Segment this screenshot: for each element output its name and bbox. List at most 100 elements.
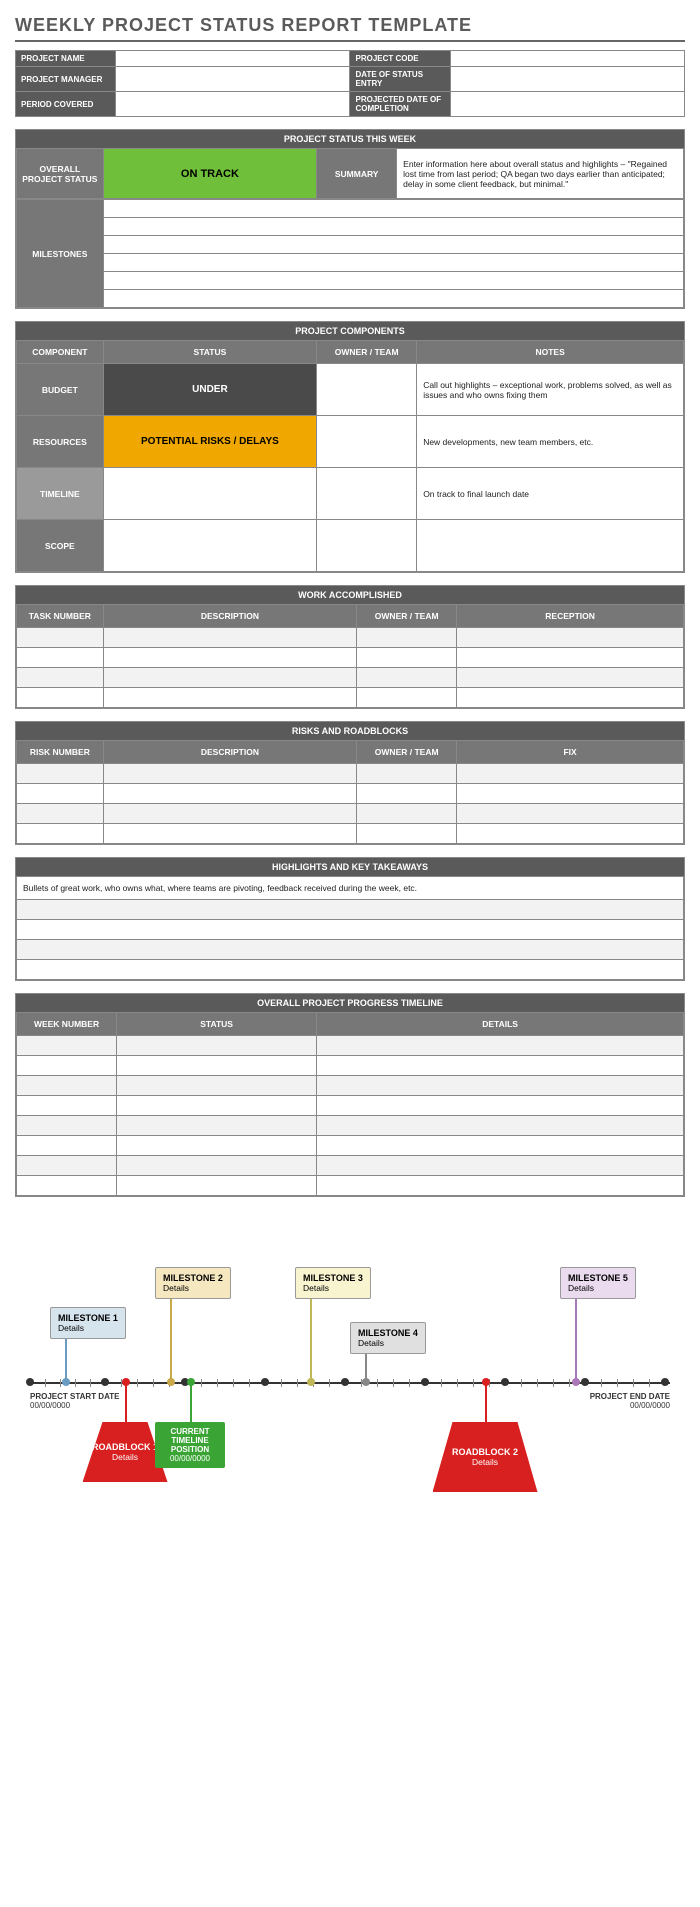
header-value[interactable] <box>116 51 350 67</box>
table-cell[interactable] <box>103 628 356 648</box>
highlight-row[interactable] <box>17 920 684 940</box>
table-cell[interactable] <box>457 668 684 688</box>
column-header: RECEPTION <box>457 605 684 628</box>
table-cell[interactable] <box>317 1136 684 1156</box>
table-cell[interactable] <box>117 1176 317 1196</box>
table-cell[interactable] <box>17 668 104 688</box>
risks-title: RISKS AND ROADBLOCKS <box>16 722 684 740</box>
table-cell[interactable] <box>17 648 104 668</box>
component-owner[interactable] <box>317 468 417 520</box>
table-cell[interactable] <box>117 1036 317 1056</box>
table-cell[interactable] <box>357 648 457 668</box>
table-cell[interactable] <box>103 688 356 708</box>
table-cell[interactable] <box>317 1096 684 1116</box>
table-cell[interactable] <box>357 824 457 844</box>
table-cell[interactable] <box>17 1096 117 1116</box>
component-notes[interactable]: On track to final launch date <box>417 468 684 520</box>
component-owner[interactable] <box>317 364 417 416</box>
milestone-row[interactable] <box>103 218 683 236</box>
table-cell[interactable] <box>457 688 684 708</box>
table-cell[interactable] <box>17 1156 117 1176</box>
column-header: OWNER / TEAM <box>357 605 457 628</box>
table-cell[interactable] <box>457 824 684 844</box>
milestone-box: MILESTONE 2Details <box>155 1267 231 1299</box>
table-cell[interactable] <box>103 668 356 688</box>
timeline-graphic: PROJECT START DATE00/00/0000PROJECT END … <box>15 1227 685 1547</box>
table-cell[interactable] <box>103 824 356 844</box>
component-notes[interactable]: Call out highlights – exceptional work, … <box>417 364 684 416</box>
table-cell[interactable] <box>357 804 457 824</box>
table-cell[interactable] <box>117 1056 317 1076</box>
milestone-row[interactable] <box>103 254 683 272</box>
highlights-text[interactable]: Bullets of great work, who owns what, wh… <box>17 877 684 900</box>
header-value[interactable] <box>450 67 684 92</box>
component-notes[interactable] <box>417 520 684 572</box>
table-cell[interactable] <box>103 784 356 804</box>
progress-section: OVERALL PROJECT PROGRESS TIMELINE WEEK N… <box>15 993 685 1197</box>
status-week-title: PROJECT STATUS THIS WEEK <box>16 130 684 148</box>
table-cell[interactable] <box>457 628 684 648</box>
summary-text: Enter information here about overall sta… <box>397 149 684 199</box>
table-cell[interactable] <box>17 764 104 784</box>
header-value[interactable] <box>450 92 684 117</box>
table-cell[interactable] <box>357 668 457 688</box>
table-cell[interactable] <box>17 1056 117 1076</box>
table-cell[interactable] <box>103 764 356 784</box>
overall-status-value: ON TRACK <box>103 149 316 199</box>
header-value[interactable] <box>116 67 350 92</box>
table-cell[interactable] <box>317 1036 684 1056</box>
table-cell[interactable] <box>103 648 356 668</box>
highlight-row[interactable] <box>17 940 684 960</box>
component-notes[interactable]: New developments, new team members, etc. <box>417 416 684 468</box>
table-cell[interactable] <box>17 1116 117 1136</box>
highlight-row[interactable] <box>17 960 684 980</box>
table-cell[interactable] <box>17 824 104 844</box>
table-cell[interactable] <box>117 1136 317 1156</box>
table-cell[interactable] <box>117 1156 317 1176</box>
header-value[interactable] <box>116 92 350 117</box>
table-cell[interactable] <box>17 1176 117 1196</box>
table-cell[interactable] <box>103 804 356 824</box>
header-table: PROJECT NAMEPROJECT CODEPROJECT MANAGERD… <box>15 50 685 117</box>
highlight-row[interactable] <box>17 900 684 920</box>
table-cell[interactable] <box>317 1116 684 1136</box>
table-cell[interactable] <box>117 1076 317 1096</box>
column-header: OWNER / TEAM <box>317 341 417 364</box>
milestone-row[interactable] <box>103 272 683 290</box>
milestone-row[interactable] <box>103 236 683 254</box>
column-header: DESCRIPTION <box>103 605 356 628</box>
table-cell[interactable] <box>357 784 457 804</box>
component-owner[interactable] <box>317 520 417 572</box>
table-cell[interactable] <box>17 1036 117 1056</box>
table-cell[interactable] <box>117 1116 317 1136</box>
table-cell[interactable] <box>457 784 684 804</box>
milestones-label: MILESTONES <box>17 200 104 308</box>
table-cell[interactable] <box>117 1096 317 1116</box>
axis-start-label: PROJECT START DATE00/00/0000 <box>30 1392 119 1410</box>
table-cell[interactable] <box>357 688 457 708</box>
table-cell[interactable] <box>457 764 684 784</box>
component-label: TIMELINE <box>17 468 104 520</box>
table-cell[interactable] <box>17 688 104 708</box>
table-cell[interactable] <box>17 1076 117 1096</box>
table-cell[interactable] <box>17 628 104 648</box>
table-cell[interactable] <box>17 804 104 824</box>
table-cell[interactable] <box>17 1136 117 1156</box>
milestone-row[interactable] <box>103 290 683 308</box>
table-cell[interactable] <box>317 1156 684 1176</box>
table-cell[interactable] <box>357 628 457 648</box>
table-cell[interactable] <box>17 784 104 804</box>
table-cell[interactable] <box>317 1176 684 1196</box>
header-value[interactable] <box>450 51 684 67</box>
table-cell[interactable] <box>457 804 684 824</box>
component-status: UNDER <box>103 364 316 416</box>
table-cell[interactable] <box>317 1056 684 1076</box>
milestone-row[interactable] <box>103 200 683 218</box>
table-cell[interactable] <box>357 764 457 784</box>
table-cell[interactable] <box>457 648 684 668</box>
table-cell[interactable] <box>317 1076 684 1096</box>
header-label: PROJECT CODE <box>350 51 450 67</box>
column-header: DESCRIPTION <box>103 741 356 764</box>
column-header: STATUS <box>103 341 316 364</box>
component-owner[interactable] <box>317 416 417 468</box>
